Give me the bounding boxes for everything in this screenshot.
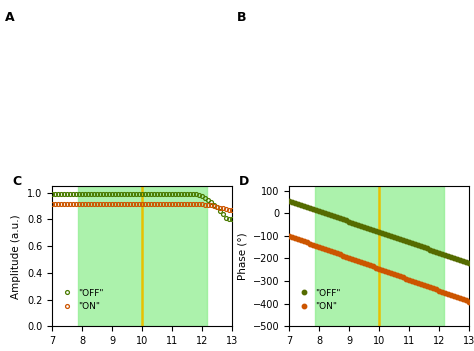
- "OFF": [328, 213, 334, 217]
- "OFF": [146, 192, 151, 196]
- "ON": [322, 247, 328, 251]
- Line: "ON": "ON": [287, 234, 472, 304]
- "OFF": [286, 199, 292, 203]
- Line: "ON": "ON": [50, 202, 234, 212]
- "OFF": [157, 192, 163, 196]
- "OFF": [91, 192, 97, 196]
- Line: "OFF": "OFF": [50, 192, 234, 221]
- "OFF": [466, 261, 472, 265]
- "ON": [328, 249, 334, 253]
- "OFF": [112, 192, 118, 196]
- Y-axis label: Phase (°): Phase (°): [237, 232, 247, 280]
- "OFF": [229, 217, 235, 221]
- "ON": [286, 234, 292, 238]
- Line: "OFF": "OFF": [287, 199, 472, 265]
- Legend: "OFF", "ON": "OFF", "ON": [297, 285, 345, 315]
- "ON": [146, 202, 151, 206]
- Bar: [315, 186, 444, 326]
- "OFF": [442, 253, 448, 257]
- "OFF": [205, 198, 211, 202]
- "ON": [49, 202, 55, 206]
- "OFF": [394, 236, 400, 240]
- "ON": [466, 299, 472, 304]
- "OFF": [383, 232, 388, 236]
- "ON": [394, 273, 400, 277]
- Y-axis label: Amplitude (a.u.): Amplitude (a.u.): [11, 214, 21, 299]
- "ON": [91, 202, 97, 206]
- "OFF": [49, 192, 55, 196]
- Bar: [78, 186, 207, 326]
- "ON": [227, 208, 232, 212]
- "ON": [205, 203, 211, 207]
- "ON": [349, 257, 355, 261]
- Text: B: B: [237, 11, 246, 24]
- Text: D: D: [239, 175, 249, 188]
- "ON": [112, 202, 118, 206]
- "ON": [442, 291, 448, 295]
- Text: C: C: [12, 175, 22, 188]
- "OFF": [227, 217, 232, 221]
- Text: A: A: [5, 11, 14, 24]
- "ON": [157, 202, 163, 206]
- "ON": [85, 202, 91, 206]
- "OFF": [85, 192, 91, 196]
- "OFF": [322, 211, 328, 215]
- "ON": [383, 269, 388, 273]
- "OFF": [349, 220, 355, 225]
- "ON": [229, 208, 235, 212]
- Legend: "OFF", "ON": "OFF", "ON": [60, 285, 108, 315]
